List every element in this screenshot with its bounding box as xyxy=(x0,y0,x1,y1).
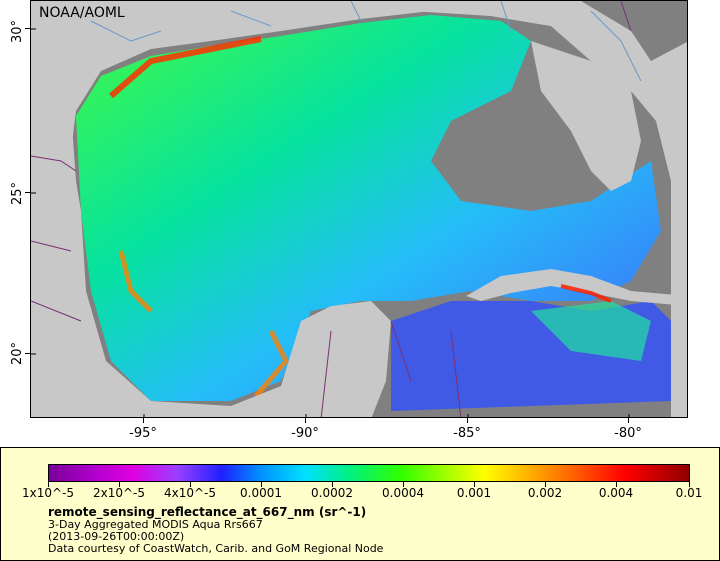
border-lines xyxy=(31,1,632,417)
colorbar xyxy=(48,464,690,482)
florida-land xyxy=(531,41,641,191)
lat-tick xyxy=(25,192,30,193)
lat-tick xyxy=(25,28,30,29)
lon-tick xyxy=(628,418,629,423)
lon-label-95: -95° xyxy=(129,426,157,441)
colorbar-tick xyxy=(48,482,49,487)
florida-nodata xyxy=(581,1,687,61)
colorbar-tick xyxy=(119,482,120,487)
lon-label-80: -80° xyxy=(614,426,642,441)
lat-label-20: 20° xyxy=(10,342,25,366)
colorbar-label: 0.0001 xyxy=(240,486,282,500)
frame-ticks xyxy=(31,28,630,417)
legend-credit: Data courtesy of CoastWatch, Carib. and … xyxy=(48,542,384,555)
lon-tick xyxy=(467,418,468,423)
cuba-land xyxy=(466,269,687,306)
colorbar-tick xyxy=(332,482,333,487)
map-panel: NOAA/AOML xyxy=(30,0,688,418)
colorbar-label: 0.004 xyxy=(598,486,634,500)
lat-label-30: 30° xyxy=(10,20,25,44)
lon-tick xyxy=(305,418,306,423)
ocean-reflectance-map xyxy=(31,1,687,417)
colorbar-label: 0.0004 xyxy=(382,486,424,500)
coastal-high-reflectance xyxy=(109,36,262,99)
lat-tick xyxy=(25,353,30,354)
us-land xyxy=(31,1,687,151)
colorbar-tick xyxy=(261,482,262,487)
colorbar-label: 4x10^-5 xyxy=(163,486,217,500)
legend-product: 3-Day Aggregated MODIS Aqua Rrs667 xyxy=(48,518,263,531)
colorbar-tick xyxy=(545,482,546,487)
lat-label-25: 25° xyxy=(10,182,25,206)
gulf-of-mexico-data xyxy=(76,15,661,401)
lon-label-90: -90° xyxy=(291,426,319,441)
colorbar-tick xyxy=(616,482,617,487)
mexico-land xyxy=(31,151,391,417)
colorbar-label: 0.01 xyxy=(675,486,703,500)
colorbar-tick xyxy=(190,482,191,487)
colorbar-label: 1x10^-5 xyxy=(21,486,75,500)
legend-variable: remote_sensing_reflectance_at_667_nm (sr… xyxy=(48,505,367,519)
colorbar-tick xyxy=(689,482,690,487)
legend-panel: 1x10^-5 2x10^-5 4x10^-5 0.0001 0.0002 0.… xyxy=(0,447,720,561)
lon-tick xyxy=(143,418,144,423)
colorbar-tick xyxy=(474,482,475,487)
legend-date: (2013-09-26T00:00:00Z) xyxy=(48,530,185,543)
cuba-coast xyxy=(560,284,612,303)
colorbar-tick xyxy=(403,482,404,487)
caribbean-green-patch xyxy=(531,301,651,361)
agency-label: NOAA/AOML xyxy=(37,5,127,21)
lon-label-85: -85° xyxy=(453,426,481,441)
coastal-high-reflectance xyxy=(118,250,289,398)
colorbar-label: 0.0002 xyxy=(311,486,353,500)
colorbar-label: 0.001 xyxy=(456,486,492,500)
colorbar-label: 0.002 xyxy=(527,486,563,500)
colorbar-label: 2x10^-5 xyxy=(92,486,146,500)
river-lines xyxy=(90,1,642,82)
